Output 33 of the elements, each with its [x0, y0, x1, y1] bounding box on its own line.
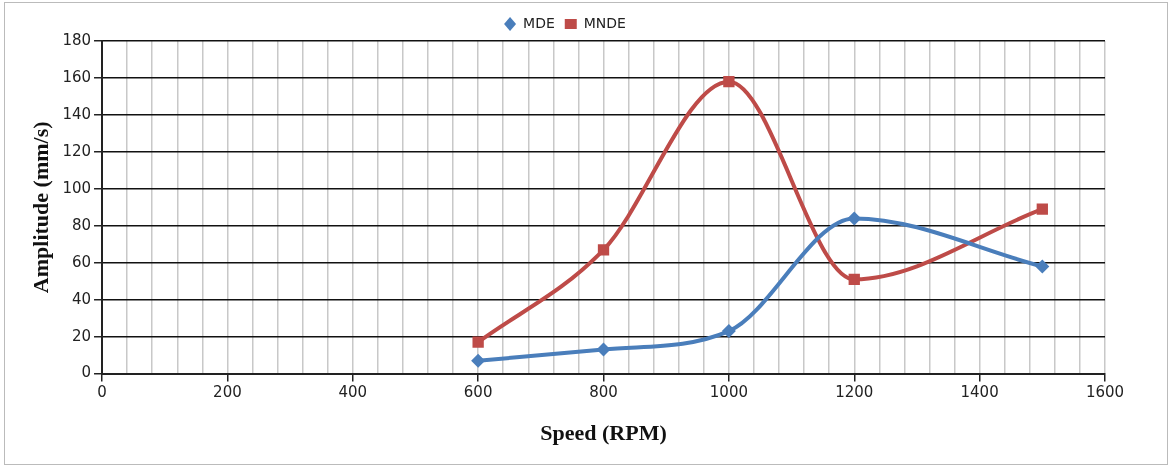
- x-axis-title: Speed (RPM): [540, 420, 667, 446]
- y-axis-title: Amplitude (mm/s): [27, 121, 53, 294]
- x-tick-label: 1600: [1085, 383, 1125, 402]
- y-tick-label: 140: [62, 104, 92, 123]
- point: [597, 244, 610, 256]
- point: [1035, 259, 1050, 274]
- x-tick-label: 600: [463, 383, 493, 402]
- point: [472, 336, 484, 348]
- point: [847, 211, 862, 226]
- point: [723, 75, 735, 88]
- point: [721, 324, 736, 339]
- y-tick-label: 100: [62, 178, 92, 197]
- y-tick-label: 120: [62, 141, 92, 160]
- x-tick-label: 1400: [960, 383, 999, 402]
- y-tick-label: 180: [62, 30, 92, 49]
- point: [1036, 203, 1048, 215]
- y-tick-label: 80: [71, 215, 92, 234]
- legend-label: MDE: [523, 14, 555, 31]
- y-tick-label: 40: [71, 289, 92, 308]
- point: [596, 342, 611, 357]
- y-tick-label: 160: [62, 67, 92, 86]
- y-tick-label: 60: [71, 252, 92, 271]
- x-tick-label: 1000: [709, 383, 748, 402]
- x-tick-label: 1200: [835, 383, 874, 402]
- y-tick-label: 20: [71, 326, 92, 345]
- legend-label: MNDE: [583, 14, 626, 31]
- x-tick-label: 800: [589, 383, 618, 402]
- point: [471, 353, 486, 368]
- x-tick-label: 400: [338, 383, 368, 402]
- x-tick-label: 200: [213, 383, 242, 402]
- y-tick-label: 0: [81, 363, 92, 382]
- point: [848, 273, 860, 286]
- x-tick-label: 0: [97, 383, 107, 402]
